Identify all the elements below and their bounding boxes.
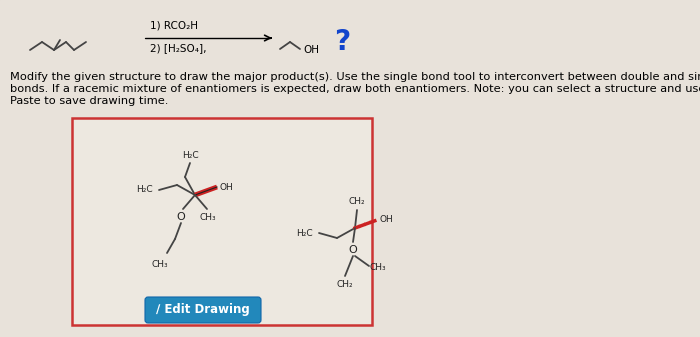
Text: CH₃: CH₃ <box>199 213 216 222</box>
Text: OH: OH <box>303 45 319 55</box>
Text: CH₃: CH₃ <box>152 260 168 269</box>
Text: Paste to save drawing time.: Paste to save drawing time. <box>10 96 169 106</box>
Text: H₂C: H₂C <box>296 228 313 238</box>
FancyBboxPatch shape <box>145 297 261 323</box>
Text: ?: ? <box>334 28 350 56</box>
Text: OH: OH <box>219 183 232 191</box>
Text: 1) RCO₂H: 1) RCO₂H <box>150 21 198 31</box>
Text: ∕ Edit Drawing: ∕ Edit Drawing <box>156 304 250 316</box>
Text: Modify the given structure to draw the major product(s). Use the single bond too: Modify the given structure to draw the m… <box>10 72 700 82</box>
Text: O: O <box>349 245 358 255</box>
Text: H₂C: H₂C <box>136 185 153 194</box>
Text: CH₂: CH₂ <box>349 197 365 206</box>
Text: O: O <box>176 212 186 222</box>
Text: 2) [H₂SO₄],: 2) [H₂SO₄], <box>150 43 206 53</box>
Text: CH₂: CH₂ <box>337 280 354 289</box>
Text: OH: OH <box>379 215 393 224</box>
Text: bonds. If a racemic mixture of enantiomers is expected, draw both enantiomers. N: bonds. If a racemic mixture of enantiome… <box>10 84 700 94</box>
Text: H₂C: H₂C <box>182 151 198 160</box>
Bar <box>72 118 372 325</box>
Text: CH₃: CH₃ <box>370 264 386 273</box>
